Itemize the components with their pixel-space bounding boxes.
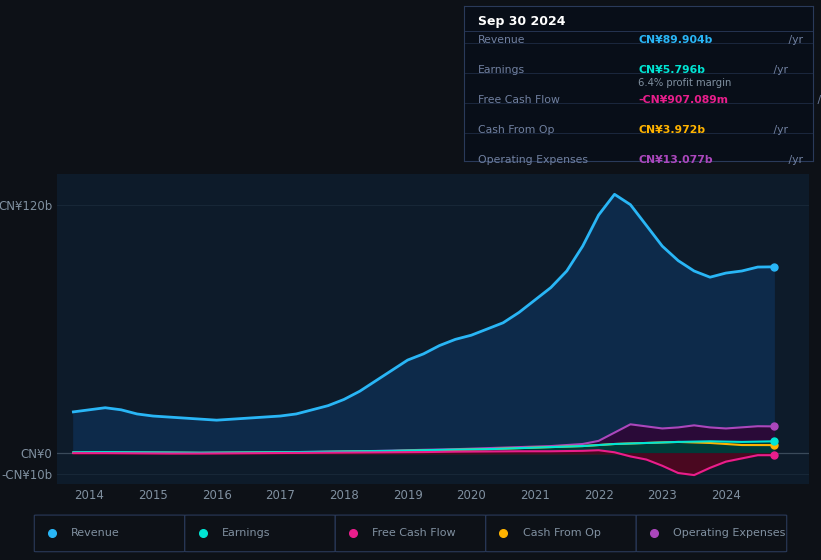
Text: /yr: /yr xyxy=(770,125,788,135)
FancyBboxPatch shape xyxy=(486,515,636,552)
FancyBboxPatch shape xyxy=(185,515,335,552)
Text: CN¥89.904b: CN¥89.904b xyxy=(639,35,713,45)
Text: Revenue: Revenue xyxy=(71,529,120,538)
Text: Operating Expenses: Operating Expenses xyxy=(673,529,786,538)
Text: CN¥3.972b: CN¥3.972b xyxy=(639,125,705,135)
Text: CN¥5.796b: CN¥5.796b xyxy=(639,65,705,75)
FancyBboxPatch shape xyxy=(335,515,486,552)
FancyBboxPatch shape xyxy=(34,515,185,552)
Text: Earnings: Earnings xyxy=(478,65,525,75)
Text: Earnings: Earnings xyxy=(222,529,270,538)
Text: -CN¥907.089m: -CN¥907.089m xyxy=(639,95,728,105)
Text: CN¥13.077b: CN¥13.077b xyxy=(639,155,713,165)
Text: Operating Expenses: Operating Expenses xyxy=(478,155,588,165)
Text: Sep 30 2024: Sep 30 2024 xyxy=(478,15,566,28)
Text: 6.4% profit margin: 6.4% profit margin xyxy=(639,78,732,87)
FancyBboxPatch shape xyxy=(636,515,787,552)
Text: Free Cash Flow: Free Cash Flow xyxy=(372,529,456,538)
Text: Cash From Op: Cash From Op xyxy=(523,529,601,538)
Text: Free Cash Flow: Free Cash Flow xyxy=(478,95,560,105)
Text: /yr: /yr xyxy=(785,35,803,45)
Text: /yr: /yr xyxy=(770,65,788,75)
Text: /yr: /yr xyxy=(814,95,821,105)
Text: /yr: /yr xyxy=(785,155,803,165)
Text: Revenue: Revenue xyxy=(478,35,525,45)
Text: Cash From Op: Cash From Op xyxy=(478,125,554,135)
